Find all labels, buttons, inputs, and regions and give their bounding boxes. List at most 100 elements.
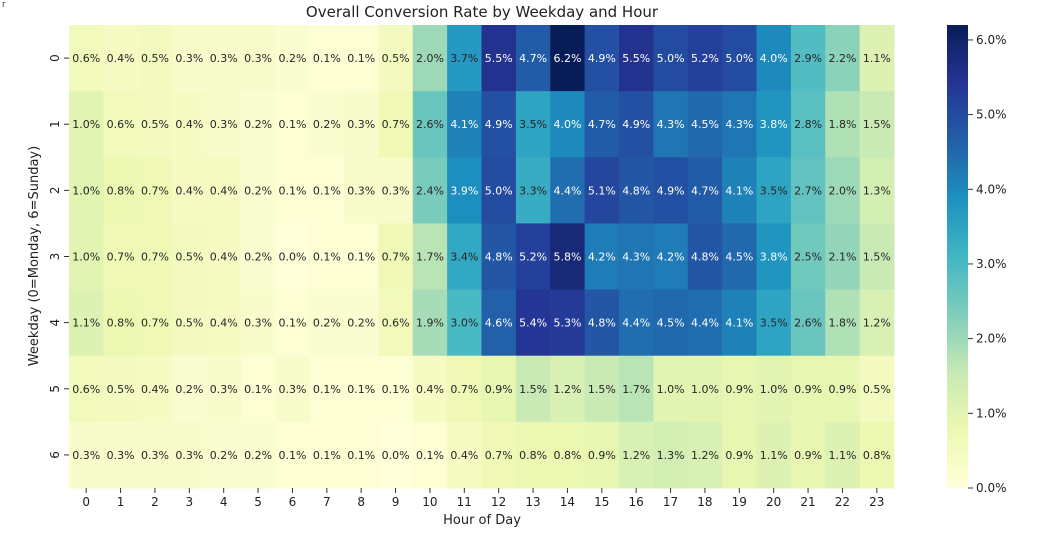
x-tick-label: 18 <box>697 495 712 509</box>
heatmap-cell <box>447 289 483 357</box>
cell-value-label: 2.2% <box>828 52 856 65</box>
cell-value-label: 0.3% <box>210 383 238 396</box>
heatmap-cell <box>584 157 620 224</box>
heatmap-cell <box>859 25 895 92</box>
cell-value-label: 0.7% <box>141 317 169 330</box>
cell-value-label: 5.0% <box>725 52 753 65</box>
x-tick-label: 12 <box>491 495 506 509</box>
heatmap-cell <box>172 355 208 423</box>
heatmap-cell <box>859 421 895 489</box>
y-tick-label: 6 <box>48 451 62 459</box>
heatmap-cell <box>550 157 586 224</box>
heatmap-cell <box>825 157 861 224</box>
heatmap-cell <box>619 289 654 357</box>
heatmap-cell <box>825 355 861 423</box>
heatmap-cell <box>206 355 242 423</box>
heatmap-cell <box>412 421 448 489</box>
cell-value-label: 4.3% <box>622 251 650 264</box>
heatmap-cell <box>275 25 311 92</box>
heatmap-cell <box>756 289 792 357</box>
cell-value-label: 0.3% <box>278 383 306 396</box>
heatmap-cell <box>515 25 551 92</box>
heatmap-cell <box>481 223 517 291</box>
cell-value-label: 0.4% <box>416 383 444 396</box>
cell-value-label: 0.0% <box>382 449 410 462</box>
heatmap-cell <box>309 355 345 423</box>
colorbar-tick-label: 5.0% <box>976 108 1007 122</box>
y-tick-label: 0 <box>48 54 62 62</box>
cell-value-label: 0.4% <box>107 52 135 65</box>
x-tick-label: 3 <box>185 495 193 509</box>
heatmap-cell <box>447 421 483 489</box>
heatmap-cell <box>309 91 345 158</box>
cell-value-label: 2.4% <box>416 184 444 197</box>
cell-value-label: 3.5% <box>519 118 547 131</box>
cell-value-label: 1.0% <box>72 118 100 131</box>
cell-value-label: 0.7% <box>141 251 169 264</box>
cell-value-label: 1.5% <box>588 383 616 396</box>
heatmap-cell <box>69 289 104 357</box>
x-tick-label: 22 <box>835 495 850 509</box>
y-tick-label: 1 <box>48 120 62 128</box>
cell-value-label: 2.5% <box>794 251 822 264</box>
cell-value-label: 0.8% <box>107 184 135 197</box>
heatmap-cell <box>344 157 379 224</box>
heatmap-cell <box>206 91 242 158</box>
x-tick-label: 9 <box>392 495 400 509</box>
heatmap-cell <box>790 421 826 489</box>
heatmap-cell <box>687 289 723 357</box>
heatmap-cell <box>859 289 895 357</box>
cell-value-label: 3.5% <box>760 317 788 330</box>
heatmap-cell <box>550 355 586 423</box>
heatmap-cell <box>412 91 448 158</box>
heatmap-cell <box>69 157 104 224</box>
x-tick-label: 5 <box>254 495 262 509</box>
cell-value-label: 0.9% <box>588 449 616 462</box>
heatmap-cell <box>103 355 139 423</box>
heatmap-cell <box>447 223 483 291</box>
cell-value-label: 0.1% <box>313 383 341 396</box>
heatmap-cell <box>859 91 895 158</box>
x-axis-label: Hour of Day <box>443 513 521 528</box>
heatmap-cell <box>137 91 173 158</box>
heatmap-cell <box>412 289 448 357</box>
cell-value-label: 0.3% <box>347 118 375 131</box>
cell-value-label: 0.9% <box>828 383 856 396</box>
cell-value-label: 0.1% <box>347 449 375 462</box>
x-tick-label: 2 <box>151 495 159 509</box>
heatmap-cell <box>206 421 242 489</box>
cell-value-label: 4.8% <box>588 317 616 330</box>
heatmap-cell <box>69 223 104 291</box>
cell-value-label: 1.3% <box>657 449 685 462</box>
cell-value-label: 5.2% <box>691 52 719 65</box>
cell-value-label: 4.6% <box>485 317 513 330</box>
colorbar-ticks: 0.0% 1.0% 2.0% 3.0% 4.0% 5.0% 6.0% <box>968 33 1007 495</box>
heatmap-cell <box>378 25 414 92</box>
colorbar <box>947 25 968 488</box>
cell-value-label: 0.8% <box>519 449 547 462</box>
cell-value-label: 0.3% <box>141 449 169 462</box>
cell-value-label: 0.2% <box>313 317 341 330</box>
heatmap-cell <box>240 91 276 158</box>
y-tick-label: 4 <box>48 319 62 327</box>
heatmap-cell <box>240 355 276 423</box>
heatmap-cell <box>378 355 414 423</box>
cell-value-label: 4.9% <box>485 118 513 131</box>
cell-value-label: 5.8% <box>553 251 581 264</box>
cell-value-label: 4.7% <box>519 52 547 65</box>
heatmap-cell <box>275 355 311 423</box>
heatmap-cell <box>756 91 792 158</box>
cell-value-label: 0.2% <box>175 383 203 396</box>
cell-value-label: 1.1% <box>828 449 856 462</box>
y-axis-ticks: 0 1 2 3 4 5 6 <box>48 54 69 459</box>
heatmap-cell <box>687 355 723 423</box>
cell-value-label: 4.4% <box>622 317 650 330</box>
cell-value-label: 3.5% <box>760 184 788 197</box>
heatmap-cell <box>103 157 139 224</box>
heatmap-cell <box>619 355 654 423</box>
heatmap-cell <box>550 25 586 92</box>
cell-value-label: 0.8% <box>107 317 135 330</box>
cell-value-label: 4.9% <box>657 184 685 197</box>
heatmap-cell <box>687 91 723 158</box>
heatmap-cell <box>481 289 517 357</box>
